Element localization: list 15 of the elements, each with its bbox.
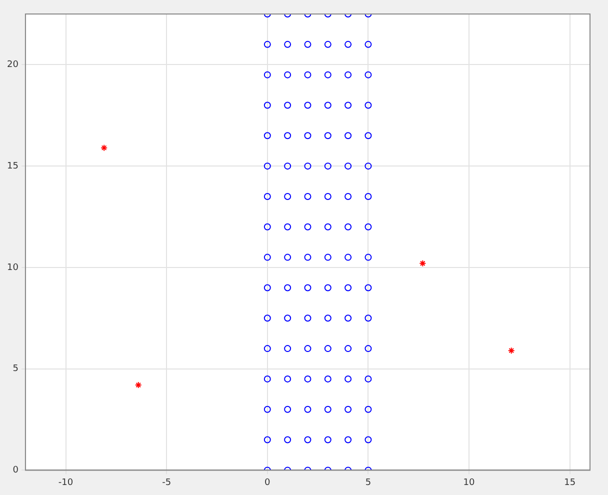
x-tick-label: 0 — [264, 478, 271, 488]
x-tick-label: -10 — [58, 478, 74, 488]
y-tick-label: 10 — [7, 262, 19, 273]
x-tick-label: -5 — [162, 478, 172, 488]
point — [100, 144, 108, 152]
point — [134, 382, 142, 389]
x-tick-label: 10 — [463, 478, 476, 488]
x-tick-label: 5 — [365, 478, 372, 488]
y-tick-label: 5 — [12, 364, 18, 374]
point — [419, 260, 426, 267]
y-tick-label: 15 — [7, 161, 18, 172]
y-tick-label: 0 — [12, 466, 19, 476]
y-tick-label: 20 — [7, 60, 19, 70]
x-tick-label: 15 — [564, 478, 576, 488]
point — [508, 347, 515, 354]
